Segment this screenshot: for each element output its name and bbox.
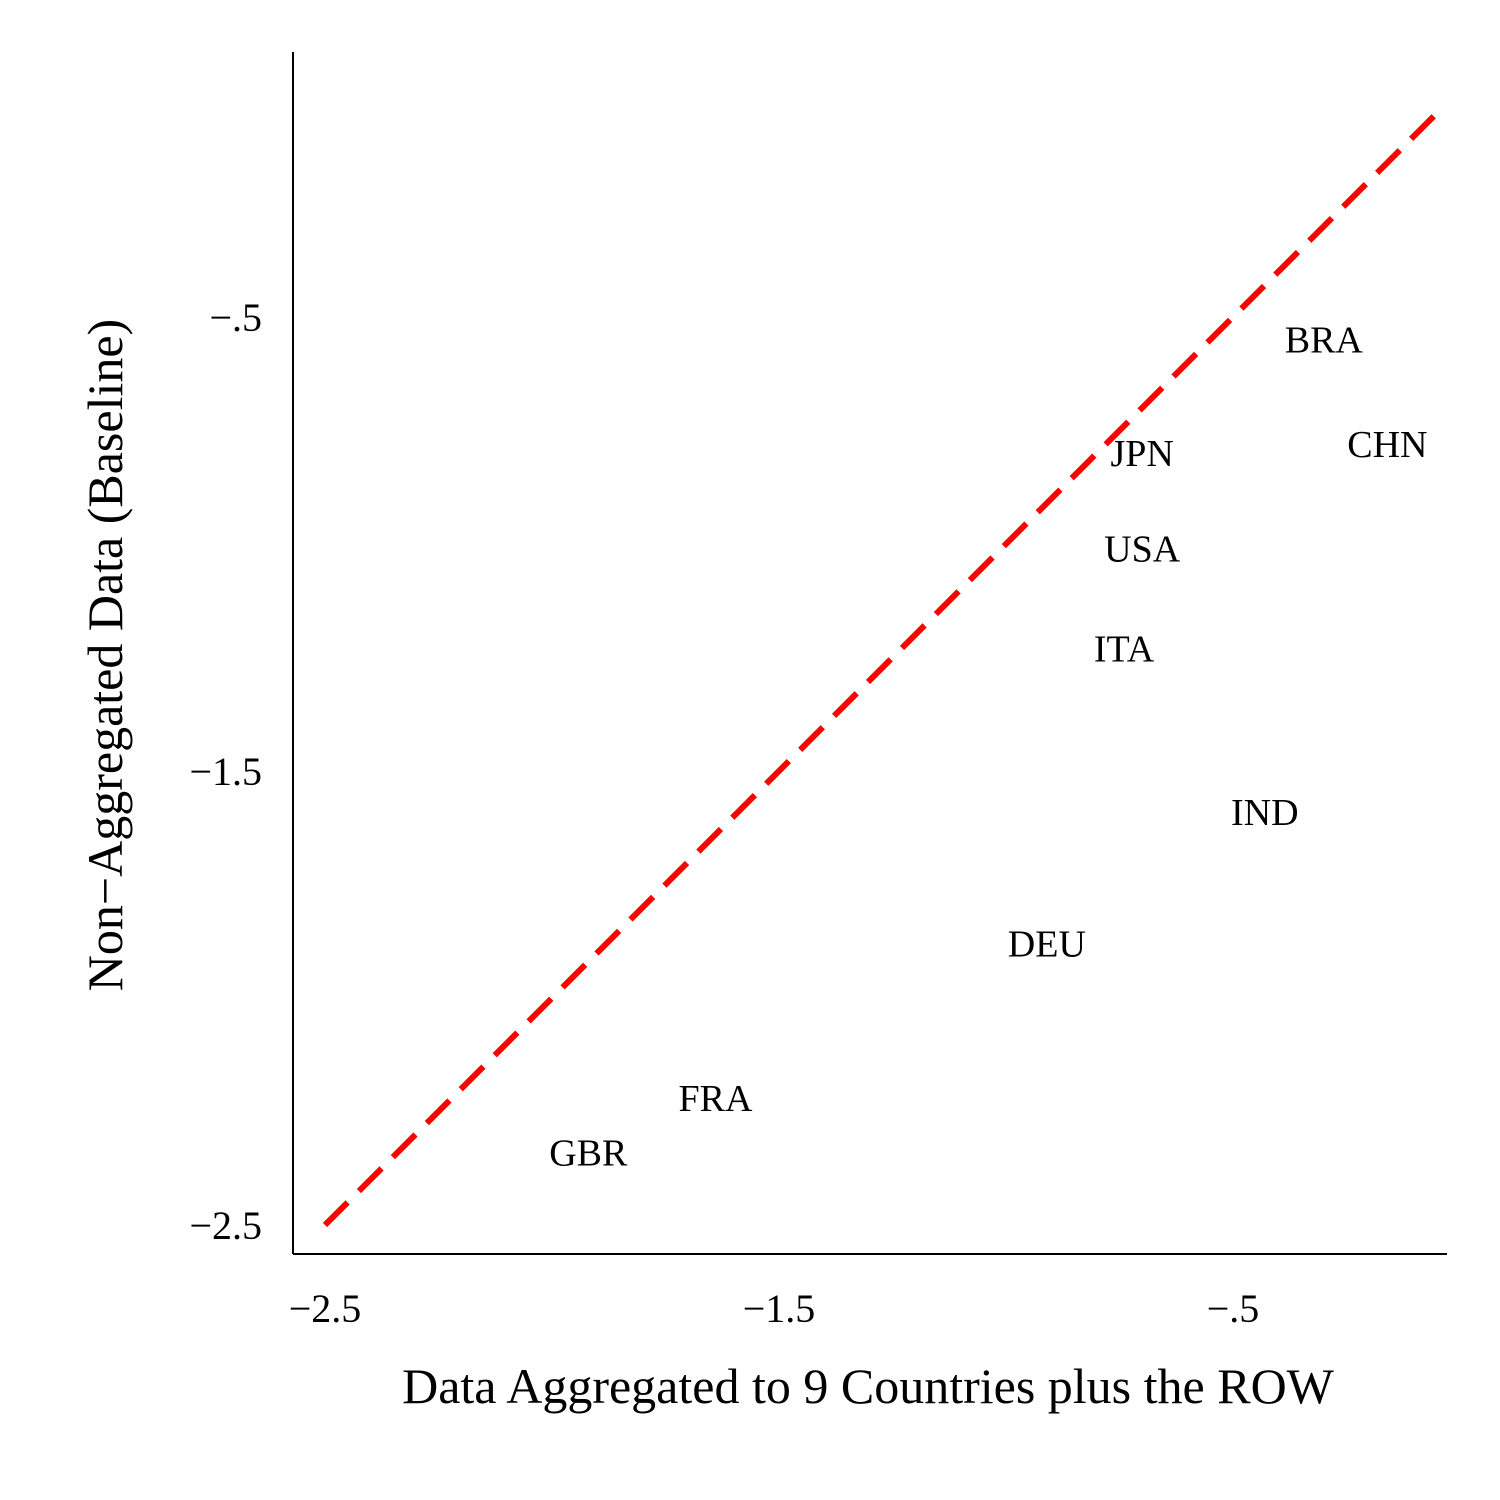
- y-tick-label: −.5: [209, 295, 262, 340]
- x-axis-title: Data Aggregated to 9 Countries plus the …: [402, 1358, 1335, 1414]
- x-tick-label: −.5: [1207, 1286, 1260, 1331]
- point-label-ita: ITA: [1094, 628, 1155, 670]
- point-label-fra: FRA: [678, 1078, 752, 1120]
- points-layer: BRA CHN JPN USA ITA IND DEU FRA GBR: [549, 320, 1427, 1175]
- point-label-bra: BRA: [1285, 320, 1364, 362]
- point-label-gbr: GBR: [549, 1132, 628, 1174]
- x-tick-label: −1.5: [743, 1286, 816, 1331]
- point-label-jpn: JPN: [1111, 433, 1174, 475]
- y-tick-label: −1.5: [189, 749, 262, 794]
- reference-layer: [322, 110, 1440, 1228]
- ticks-layer: −2.5 −1.5 −.5 −2.5 −1.5 −.5: [189, 295, 1259, 1331]
- y-axis-title: Non−Aggregated Data (Baseline): [77, 319, 133, 991]
- point-label-ind: IND: [1231, 792, 1299, 834]
- point-label-usa: USA: [1104, 529, 1181, 571]
- reference-line-45deg: [322, 110, 1440, 1228]
- point-label-chn: CHN: [1347, 424, 1427, 466]
- y-tick-label: −2.5: [189, 1203, 262, 1248]
- point-label-deu: DEU: [1008, 924, 1086, 966]
- x-tick-label: −2.5: [289, 1286, 362, 1331]
